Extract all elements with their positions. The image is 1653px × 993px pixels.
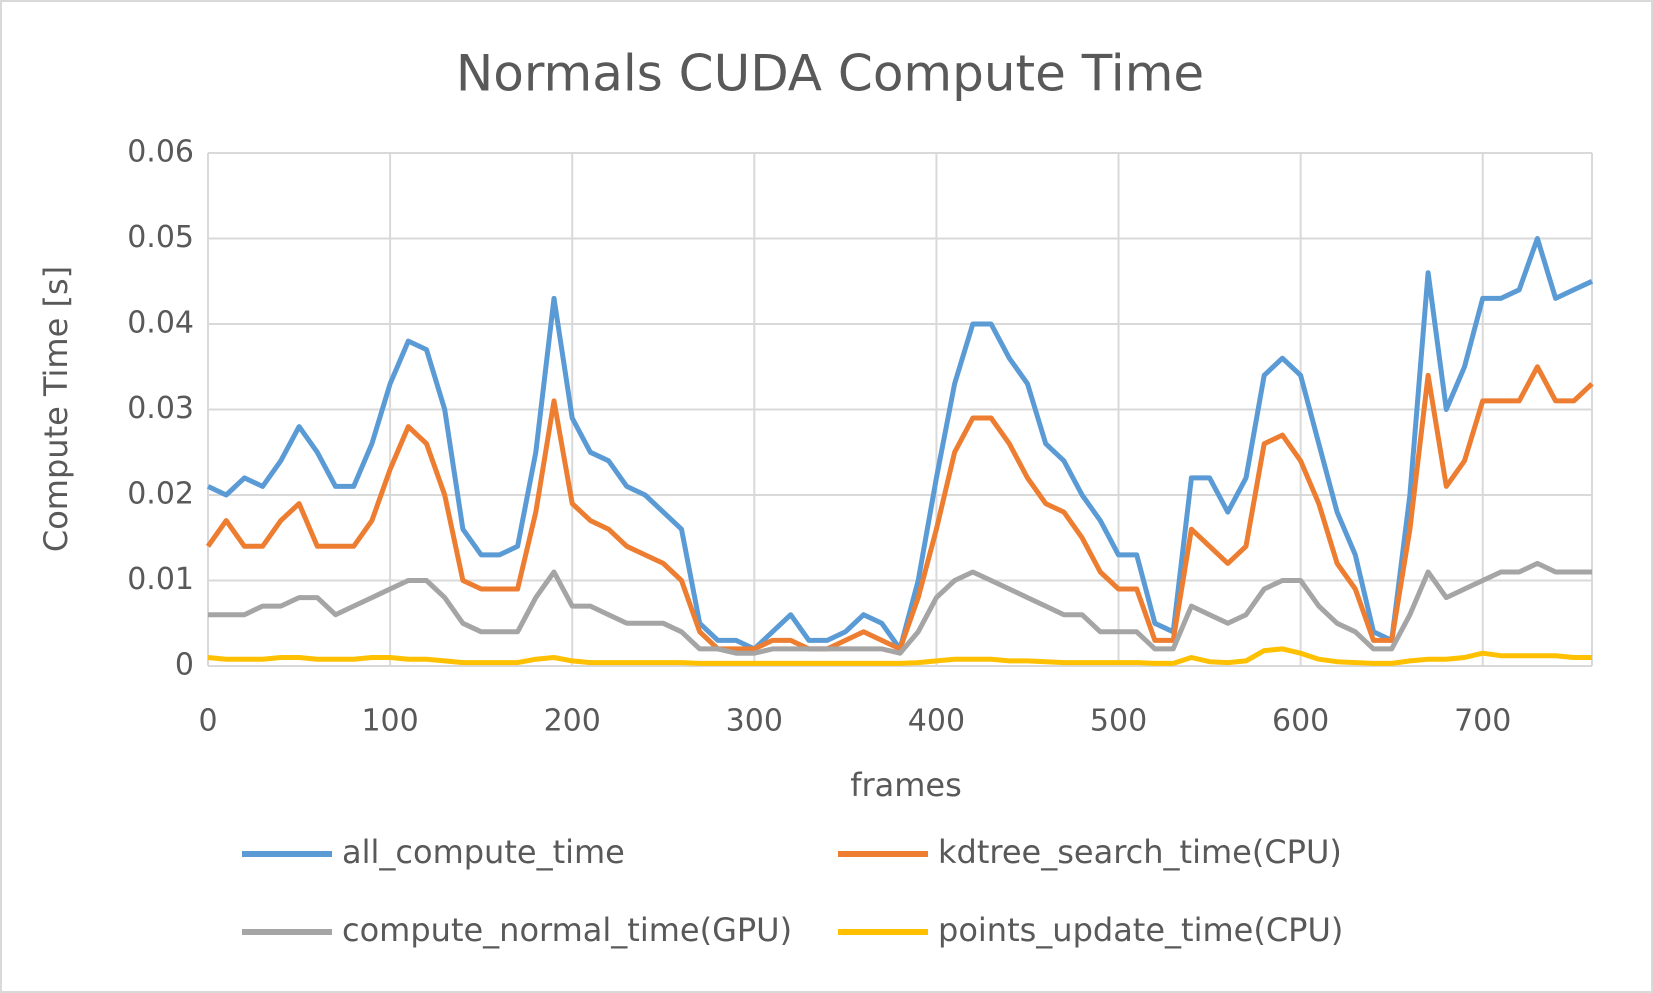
legend-label: compute_normal_time(GPU) [342, 911, 792, 949]
y-tick-label: 0.05 [127, 220, 194, 255]
x-tick-label: 400 [908, 704, 965, 739]
y-tick-label: 0.03 [127, 391, 194, 426]
x-tick-label: 300 [726, 704, 783, 739]
x-tick-label: 700 [1454, 704, 1511, 739]
series-line [208, 560, 1592, 656]
series-line [207, 646, 1592, 666]
series-line [205, 364, 1594, 652]
chart-title: Normals CUDA Compute Time [456, 45, 1204, 103]
y-tick-label: 0.06 [127, 135, 194, 170]
y-tick-label: 0.04 [127, 306, 194, 341]
x-tick-label: 0 [198, 704, 217, 739]
y-tick-label: 0 [175, 648, 194, 683]
x-tick-label: 500 [1090, 704, 1147, 739]
legend-label: all_compute_time [342, 833, 625, 871]
legend-label: kdtree_search_time(CPU) [938, 833, 1342, 871]
y-tick-label: 0.01 [127, 562, 194, 597]
y-axis-label: Compute Time [s] [37, 266, 75, 552]
x-tick-label: 200 [544, 704, 601, 739]
legend-label: points_update_time(CPU) [938, 911, 1343, 949]
x-tick-label: 600 [1272, 704, 1329, 739]
x-tick-label: 100 [361, 704, 418, 739]
x-axis-label: frames [850, 766, 962, 804]
y-tick-label: 0.02 [127, 477, 194, 512]
